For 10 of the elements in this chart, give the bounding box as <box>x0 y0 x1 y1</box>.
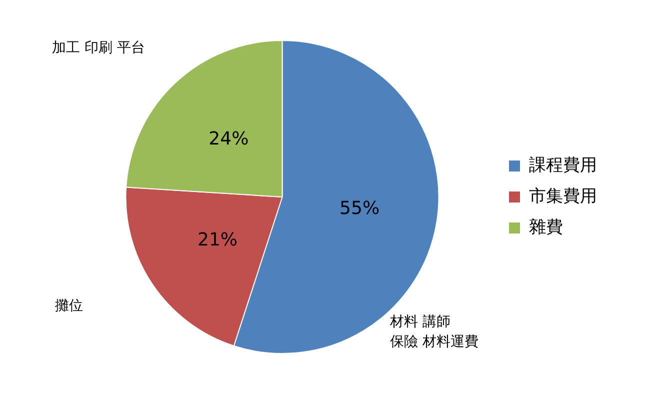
data-label: 24% <box>208 128 249 150</box>
legend-label: 市集費用 <box>529 186 597 206</box>
legend-label: 課程費用 <box>529 155 597 176</box>
text: 材料 講師 <box>390 313 450 332</box>
text: 保險 材料運費 <box>390 333 478 352</box>
text: 加工 印刷 平台 <box>52 39 145 58</box>
data-label: 21% <box>198 230 238 251</box>
text: 攤位 <box>55 297 83 316</box>
data-label: 55% <box>340 198 380 219</box>
legend-label: 雜費 <box>529 217 563 238</box>
